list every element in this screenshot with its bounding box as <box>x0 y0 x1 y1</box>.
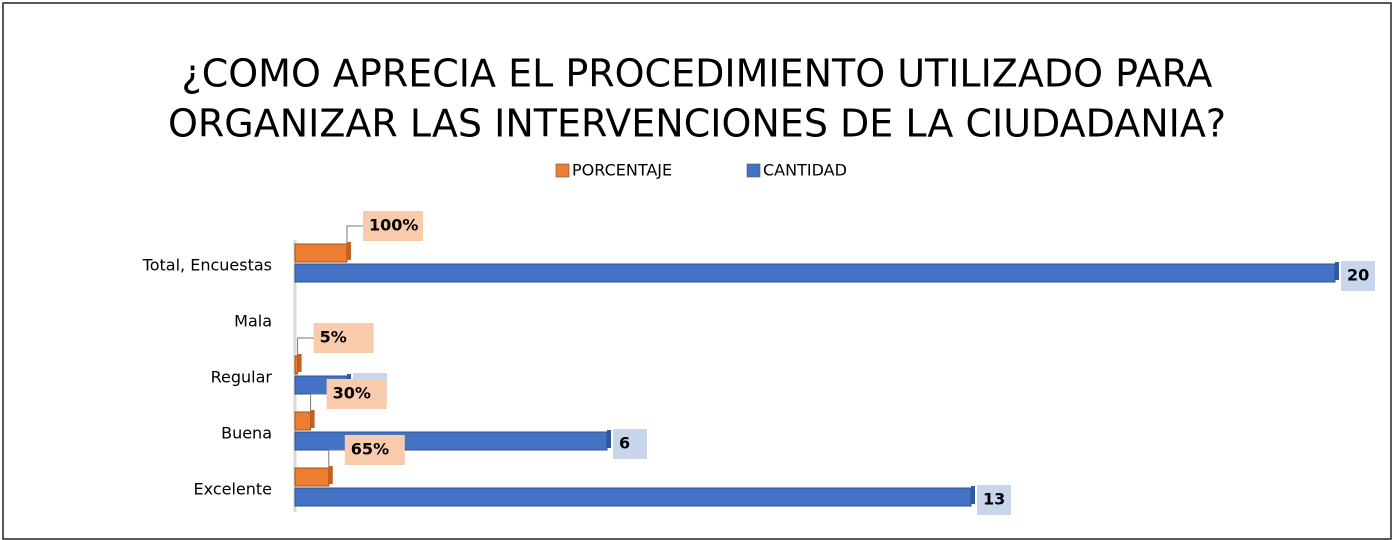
bar <box>294 487 972 507</box>
bar <box>294 411 312 431</box>
value-label-box <box>1341 261 1375 291</box>
value-label: 100% <box>369 216 418 235</box>
value-label-box <box>326 379 387 409</box>
bar <box>294 355 299 375</box>
value-label: 30% <box>333 384 371 403</box>
y-tick-label: Total, Encuestas <box>142 256 272 275</box>
legend-label: PORCENTAJE <box>572 161 672 180</box>
y-tick-label: Excelente <box>194 480 272 499</box>
chart-title: ORGANIZAR LAS INTERVENCIONES DE LA CIUDA… <box>168 102 1226 146</box>
value-label-box <box>363 211 423 241</box>
legend-swatch <box>555 163 570 178</box>
bar-end <box>1335 262 1339 280</box>
leader-line <box>328 449 345 470</box>
value-label-box <box>313 323 374 353</box>
bar <box>294 243 348 263</box>
value-label-box <box>613 429 647 459</box>
bar-end <box>347 242 351 260</box>
leader-line <box>297 337 314 358</box>
y-tick-label: Buena <box>221 424 272 443</box>
value-label: 65% <box>351 440 389 459</box>
bar-end <box>310 410 315 428</box>
chart-title: ¿COMO APRECIA EL PROCEDIMIENTO UTILIZADO… <box>182 52 1213 96</box>
value-label-box <box>977 485 1011 515</box>
bar-end <box>607 430 611 448</box>
value-label-box <box>344 435 405 465</box>
value-label: 13 <box>983 490 1005 509</box>
legend-label: CANTIDAD <box>763 161 847 180</box>
bar <box>294 467 330 487</box>
value-label: 20 <box>1347 266 1369 285</box>
value-label: 5% <box>320 328 347 347</box>
y-tick-label: Mala <box>234 312 272 331</box>
leader-line <box>346 225 363 246</box>
bar <box>294 431 608 451</box>
bar-end <box>328 466 333 484</box>
bar-end <box>297 354 302 372</box>
bar-end <box>971 486 975 504</box>
value-label: 6 <box>619 434 630 453</box>
bar <box>294 263 1336 283</box>
legend-swatch <box>746 163 761 178</box>
leader-line <box>310 393 327 414</box>
y-tick-label: Regular <box>211 368 273 387</box>
